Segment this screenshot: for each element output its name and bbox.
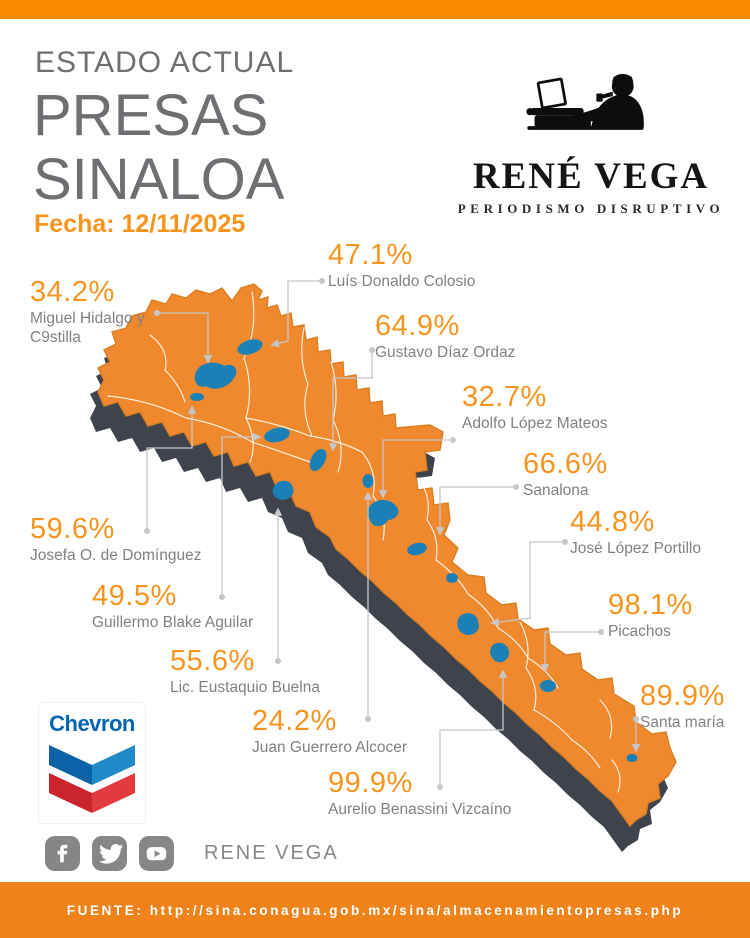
footer-band: FUENTE: http://sina.conagua.gob.mx/sina/… (0, 882, 750, 938)
reservoir-josefa-dominguez (190, 393, 204, 401)
brand-logo: RENÉ VEGA PERIODISMO DISRUPTIVO (448, 68, 734, 217)
chevron-logo: Chevron (38, 702, 146, 824)
chevron-shapes (49, 745, 135, 813)
dam-callout-sanalona: 66.6% Sanalona (523, 449, 608, 501)
dam-callout-josefa-dominguez: 59.6% Josefa O. de Domínguez (30, 514, 201, 566)
reservoir-juan-guerrero (362, 474, 374, 488)
reservoir-aurelio-benassini (490, 642, 510, 663)
dam-callout-miguel-hidalgo: 34.2% Miguel Hidalgo y C9stilla (30, 277, 170, 348)
dam-percentage: 99.9% (328, 767, 413, 799)
map-reservoirs (190, 339, 638, 762)
dam-percentage: 89.9% (640, 680, 725, 712)
reservoir-adolfo-lopez-mateos (367, 500, 399, 526)
typewriter-journalist-icon (526, 73, 644, 130)
dam-percentage: 64.9% (375, 310, 460, 342)
dam-callout-jose-lopez-portillo: 44.8% José López Portillo (570, 507, 701, 559)
dam-percentage: 47.1% (328, 239, 413, 271)
dam-callout-santa-maria: 89.9% Santa maría (640, 681, 725, 733)
reservoir-miguel-hidalgo (194, 362, 237, 389)
reservoir-picachos (540, 680, 556, 692)
dam-callout-eustaquio-buelna: 55.6% Lic. Eustaquio Buelna (170, 646, 320, 698)
reservoir-luis-donaldo-colosio (237, 339, 263, 355)
dam-name: Picachos (608, 623, 671, 641)
dam-name: Guillermo Blake Aguilar (92, 614, 254, 632)
chevron-wordmark: Chevron (49, 711, 135, 736)
callout-leader-lines (144, 278, 641, 790)
dam-name: Luís Donaldo Colosio (328, 273, 476, 291)
dam-percentage: 24.2% (252, 705, 337, 737)
dam-name: Santa maría (640, 714, 725, 732)
top-accent-bar (0, 0, 750, 19)
dam-callout-adolfo-lopez-mateos: 32.7% Adolfo López Mateos (462, 382, 608, 434)
dam-name: Adolfo López Mateos (462, 415, 608, 433)
dam-percentage: 55.6% (170, 645, 255, 677)
dam-percentage: 59.6% (30, 513, 115, 545)
source-link[interactable]: FUENTE: http://sina.conagua.gob.mx/sina/… (66, 902, 684, 918)
reservoir-small (446, 573, 458, 583)
reservoir-gustavo-diaz-ordaz (309, 448, 327, 472)
dam-callout-luis-donaldo-colosio: 47.1% Luís Donaldo Colosio (328, 240, 475, 292)
dam-percentage: 49.5% (92, 580, 177, 612)
dam-name: Miguel Hidalgo y C9stilla (30, 310, 145, 347)
brand-name: RENÉ VEGA (472, 156, 710, 197)
facebook-icon[interactable] (45, 836, 80, 871)
dam-percentage: 32.7% (462, 381, 547, 413)
dam-callout-gustavo-diaz-ordaz: 64.9% Gustavo Díaz Ordaz (375, 311, 515, 363)
date-label: Fecha: 12/11/2025 (34, 210, 246, 238)
dam-callout-juan-guerrero: 24.2% Juan Guerrero Alcocer (252, 706, 407, 758)
dam-name: Sanalona (523, 482, 589, 500)
leader-dots (144, 278, 639, 790)
page-title: PRESAS SINALOA (33, 84, 284, 212)
dam-callout-aurelio-benassini: 99.9% Aurelio Benassini Vizcaíno (328, 768, 511, 820)
dam-name: José López Portillo (570, 540, 701, 558)
dam-percentage: 34.2% (30, 276, 115, 308)
reservoir-sanalona (407, 542, 427, 556)
reservoir-jose-lopez-portillo (457, 613, 479, 636)
social-row: RENE VEGA (45, 836, 339, 871)
twitter-icon[interactable] (92, 836, 127, 871)
social-handle: RENE VEGA (204, 842, 339, 864)
page-title-line1: PRESAS (33, 83, 269, 148)
reservoir-eustaquio-buelna (272, 480, 294, 500)
reservoir-guillermo-blake (264, 427, 290, 443)
dam-callout-picachos: 98.1% Picachos (608, 590, 693, 642)
dam-name: Juan Guerrero Alcocer (252, 739, 408, 757)
map-state-shape (97, 283, 677, 828)
youtube-icon[interactable] (139, 836, 174, 871)
dam-name: Lic. Eustaquio Buelna (170, 679, 320, 697)
dam-name: Gustavo Díaz Ordaz (375, 344, 516, 362)
brand-tagline: PERIODISMO DISRUPTIVO (457, 201, 725, 216)
dam-name: Josefa O. de Domínguez (30, 547, 202, 565)
dam-percentage: 98.1% (608, 589, 693, 621)
dam-callout-guillermo-blake: 49.5% Guillermo Blake Aguilar (92, 581, 253, 633)
page-title-line2: SINALOA (33, 147, 285, 212)
reservoir-dark-lagoon (203, 457, 227, 471)
dam-percentage: 66.6% (523, 448, 608, 480)
kicker-text: ESTADO ACTUAL (35, 46, 295, 79)
dam-percentage: 44.8% (570, 506, 655, 538)
map-municipal-boundaries (107, 291, 621, 793)
reservoir-santa-maria (626, 754, 638, 762)
dam-name: Aurelio Benassini Vizcaíno (328, 801, 512, 819)
